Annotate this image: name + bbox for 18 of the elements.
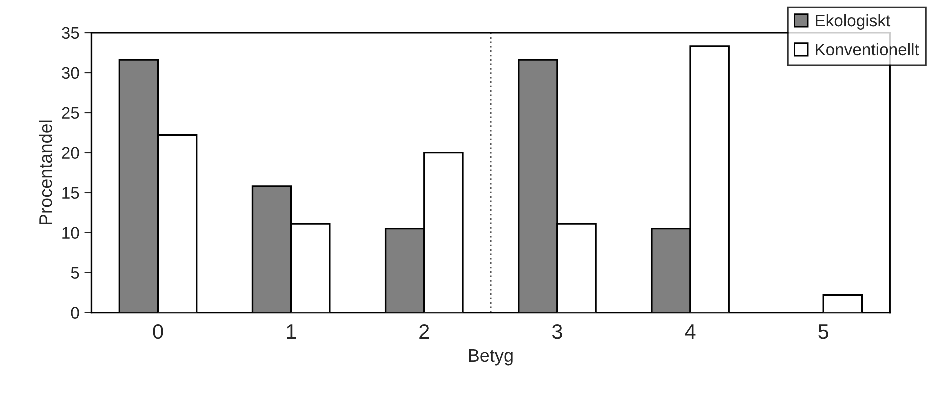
y-tick-label: 35 [62, 27, 80, 40]
y-tick-label: 15 [62, 187, 80, 200]
x-tick-label: 0 [153, 324, 164, 340]
y-axis-title: Procentandel [39, 120, 52, 225]
x-tick-label: 4 [685, 324, 696, 339]
legend-label: Konventionellt [816, 43, 920, 56]
x-tick-label: 3 [552, 324, 562, 340]
legend-label: Ekologiskt [816, 14, 891, 30]
y-tick-label: 30 [62, 67, 80, 80]
x-tick-label: 2 [420, 324, 430, 339]
y-tick-label: 10 [62, 227, 80, 240]
x-tick-label: 5 [818, 324, 829, 340]
y-tick-label: 5 [71, 267, 80, 279]
y-tick-label: 0 [71, 307, 80, 319]
y-tick-label: 25 [62, 107, 80, 120]
x-tick-label: 1 [287, 324, 296, 339]
x-axis-title: Betyg [469, 350, 513, 366]
y-tick-label: 20 [62, 147, 80, 160]
